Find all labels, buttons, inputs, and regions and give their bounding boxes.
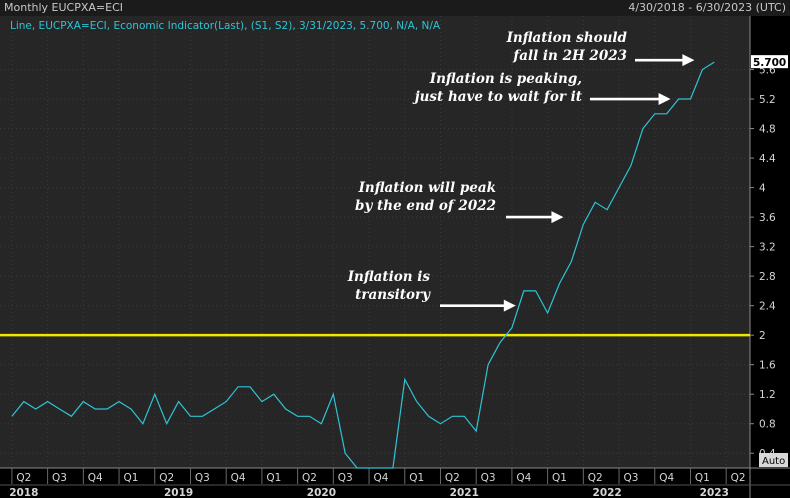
x-tick-label: Q3 <box>623 472 638 484</box>
y-tick-label: 0.8 <box>759 419 776 431</box>
y-tick-label: 2 <box>759 330 766 342</box>
y-tick-label: 2.8 <box>759 271 776 283</box>
line-chart: Line, EUCPXA=ECI, Economic Indicator(Las… <box>0 16 790 498</box>
x-tick-label: Q3 <box>338 472 353 484</box>
y-tick-label: 2.4 <box>759 301 776 313</box>
x-tick-label: Q2 <box>159 472 174 484</box>
y-tick-label: 4.4 <box>759 153 776 165</box>
x-tick-label: Q4 <box>231 472 246 484</box>
x-year-label: 2023 <box>700 487 729 498</box>
date-range: 4/30/2018 - 6/30/2023 (UTC) <box>628 1 786 14</box>
last-value-badge: 5.700 <box>751 55 788 69</box>
x-tick-label: Q2 <box>16 472 31 484</box>
annotation-line: Inflation is peaking, <box>429 71 582 87</box>
series-line-eucpxa <box>11 61 715 469</box>
y-tick-label: 3.2 <box>759 242 776 254</box>
annotation-line: Inflation should <box>506 30 628 46</box>
x-year-label: 2020 <box>307 487 336 498</box>
annotation-arrow <box>590 93 671 106</box>
x-year-label: 2019 <box>164 487 193 498</box>
x-tick-label: Q4 <box>659 472 674 484</box>
x-tick-label: Q3 <box>52 472 67 484</box>
annotation-arrow <box>506 211 564 224</box>
plot-area <box>0 16 750 468</box>
x-tick-label: Q1 <box>266 472 281 484</box>
auto-button-label[interactable]: Auto <box>762 456 785 467</box>
annotation-line: by the end of 2022 <box>355 198 496 214</box>
x-tick-label: Q1 <box>695 472 710 484</box>
x-tick-label: Q3 <box>481 472 496 484</box>
x-year-label: 2022 <box>593 487 622 498</box>
x-tick-label: Q2 <box>588 472 603 484</box>
annotations: Inflation is transitory Inflation will pea… <box>347 30 695 312</box>
x-tick-label: Q1 <box>409 472 424 484</box>
y-tick-label: 1.2 <box>759 389 776 401</box>
x-tick-label: Q4 <box>88 472 103 484</box>
annotation-text: Inflation should fall in 2H 2023 <box>506 30 628 64</box>
annotation-line: Inflation will peak <box>358 180 496 196</box>
x-tick-label: Q4 <box>373 472 388 484</box>
annotation-line: Inflation is <box>347 269 431 285</box>
auto-button[interactable]: Auto <box>759 453 788 467</box>
y-tick-label: 3.6 <box>759 212 776 224</box>
x-year-label: 2018 <box>9 487 38 498</box>
x-tick-label: Q1 <box>552 472 567 484</box>
annotation-arrow <box>440 299 516 312</box>
annotation-line: transitory <box>355 287 431 303</box>
annotation-line: just have to wait for it <box>412 89 583 105</box>
x-axis-ticks: Q2 Q3 Q4 Q1 Q2 Q3 Q4 Q1 Q2 Q3 Q4 Q1 Q2 Q3 Q4 Q1 Q2 Q3 Q4 Q1… <box>9 468 746 498</box>
chart-header-bar: Monthly EUCPXA=ECI 4/30/2018 - 6/30/2023… <box>0 0 790 16</box>
x-tick-label: Q2 <box>445 472 460 484</box>
annotation-arrow <box>635 54 695 67</box>
chart-title: Monthly EUCPXA=ECI <box>4 1 124 14</box>
y-axis-ticks: 0.40.81.21.622.42.83.23.644.44.85.25.6 <box>750 65 776 460</box>
annotation-text: Inflation is peaking, just have to wait f… <box>412 71 583 105</box>
x-year-label: 2021 <box>450 487 479 498</box>
y-tick-label: 5.2 <box>759 94 776 106</box>
x-tick-label: Q1 <box>123 472 138 484</box>
y-tick-label: 4 <box>759 183 766 195</box>
annotation-text: Inflation will peak by the end of 2022 <box>355 180 496 214</box>
x-tick-label: Q2 <box>302 472 317 484</box>
last-value-label: 5.700 <box>753 57 786 69</box>
y-tick-label: 4.8 <box>759 124 776 136</box>
annotation-line: fall in 2H 2023 <box>512 48 627 64</box>
x-tick-label: Q2 <box>731 472 746 484</box>
x-tick-label: Q4 <box>516 472 531 484</box>
x-tick-label: Q3 <box>195 472 210 484</box>
series-legend: Line, EUCPXA=ECI, Economic Indicator(Las… <box>10 20 441 32</box>
y-tick-label: 1.6 <box>759 360 776 372</box>
annotation-text: Inflation is transitory <box>347 269 431 303</box>
